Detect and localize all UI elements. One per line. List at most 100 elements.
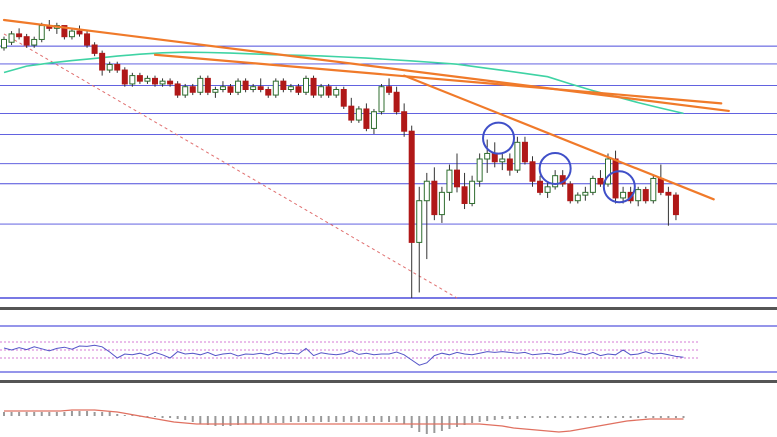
candle: [408, 125, 415, 298]
candle-body: [521, 141, 528, 163]
histogram-bar: [297, 416, 300, 422]
candle: [348, 97, 355, 123]
candle-body: [76, 30, 83, 35]
candle-body: [567, 183, 574, 202]
candle-body: [620, 191, 627, 199]
histogram-bar: [448, 416, 451, 429]
histogram-bar: [327, 416, 330, 422]
candle-body: [612, 158, 619, 199]
histogram-bar: [652, 416, 655, 418]
candle: [295, 83, 302, 96]
candle: [582, 186, 589, 201]
candle-body: [408, 130, 415, 243]
histogram-bar: [214, 416, 217, 426]
histogram-bar: [199, 416, 202, 424]
candle: [174, 81, 181, 98]
histogram-signal-line: [4, 409, 684, 433]
candle: [484, 139, 491, 173]
candle-body: [370, 111, 377, 129]
candle-body: [303, 77, 309, 93]
candle-body: [257, 86, 264, 91]
candle: [31, 36, 38, 48]
candle-body: [431, 180, 438, 216]
histogram-bar: [380, 416, 383, 422]
candle-body: [325, 86, 332, 96]
candle-body: [287, 86, 294, 91]
histogram-bar: [342, 416, 345, 422]
histogram-bar: [569, 416, 572, 418]
histogram-bar: [463, 416, 466, 425]
candle: [597, 170, 604, 187]
candle: [514, 136, 521, 173]
candle: [635, 186, 642, 207]
candle: [552, 170, 559, 190]
histogram-bar: [63, 412, 66, 416]
candle-body: [514, 141, 521, 171]
candle: [204, 75, 211, 96]
candle: [91, 42, 98, 57]
histogram-bar: [410, 416, 413, 428]
histogram-bar: [508, 416, 511, 419]
histogram-bar: [614, 416, 617, 418]
histogram-bar: [86, 411, 89, 416]
candle: [370, 108, 377, 134]
histogram-bar: [682, 416, 685, 418]
candle-body: [38, 25, 45, 40]
candle: [476, 153, 483, 187]
histogram-bar: [146, 416, 149, 417]
histogram-bar: [161, 416, 164, 418]
candle-body: [476, 158, 483, 182]
histogram-bar: [372, 416, 375, 422]
candle: [310, 75, 317, 98]
candle: [212, 86, 219, 98]
histogram-bar: [403, 416, 406, 424]
histogram-bar: [576, 416, 579, 418]
candle: [189, 83, 196, 96]
histogram-bar: [289, 416, 292, 422]
highlight-circle: [482, 121, 516, 155]
candle: [650, 175, 657, 204]
candle-body: [84, 33, 91, 46]
histogram-bar: [229, 416, 232, 426]
histogram-bar: [312, 416, 315, 422]
candle-body: [189, 86, 196, 93]
candle-body: [438, 191, 445, 216]
candle: [167, 78, 174, 87]
histogram-bar: [629, 416, 632, 418]
candle: [431, 167, 438, 221]
histogram-bar: [191, 416, 194, 422]
histogram-bar: [176, 416, 179, 419]
candle: [393, 86, 400, 115]
histogram-bar: [169, 416, 172, 418]
candle-body: [280, 80, 287, 91]
candle: [325, 83, 332, 98]
histogram-bar: [531, 416, 534, 418]
candle-body: [355, 108, 362, 121]
candle-body: [537, 180, 544, 193]
candle: [672, 192, 679, 221]
candle-body: [506, 158, 513, 171]
candle-body: [657, 177, 664, 193]
candle: [152, 75, 158, 87]
histogram-bar: [267, 416, 270, 423]
candle-body: [552, 175, 559, 188]
candle-body: [348, 105, 355, 121]
candle-body: [363, 108, 370, 129]
resistance-trendline: [2, 18, 730, 113]
price-panel: [0, 18, 777, 383]
highlight-circle: [538, 151, 572, 185]
candle: [461, 172, 468, 210]
candle-body: [423, 180, 430, 202]
candle-body: [159, 80, 166, 85]
moving-average-line: [3, 51, 684, 115]
candle-body: [597, 177, 604, 185]
candle-body: [589, 177, 596, 193]
histogram-bar: [584, 416, 587, 418]
candle: [333, 86, 340, 98]
candle-body: [416, 200, 423, 243]
candle: [340, 86, 347, 109]
candle: [423, 172, 430, 260]
candle: [16, 28, 23, 40]
candle-body: [333, 89, 340, 96]
candle: [529, 156, 536, 187]
